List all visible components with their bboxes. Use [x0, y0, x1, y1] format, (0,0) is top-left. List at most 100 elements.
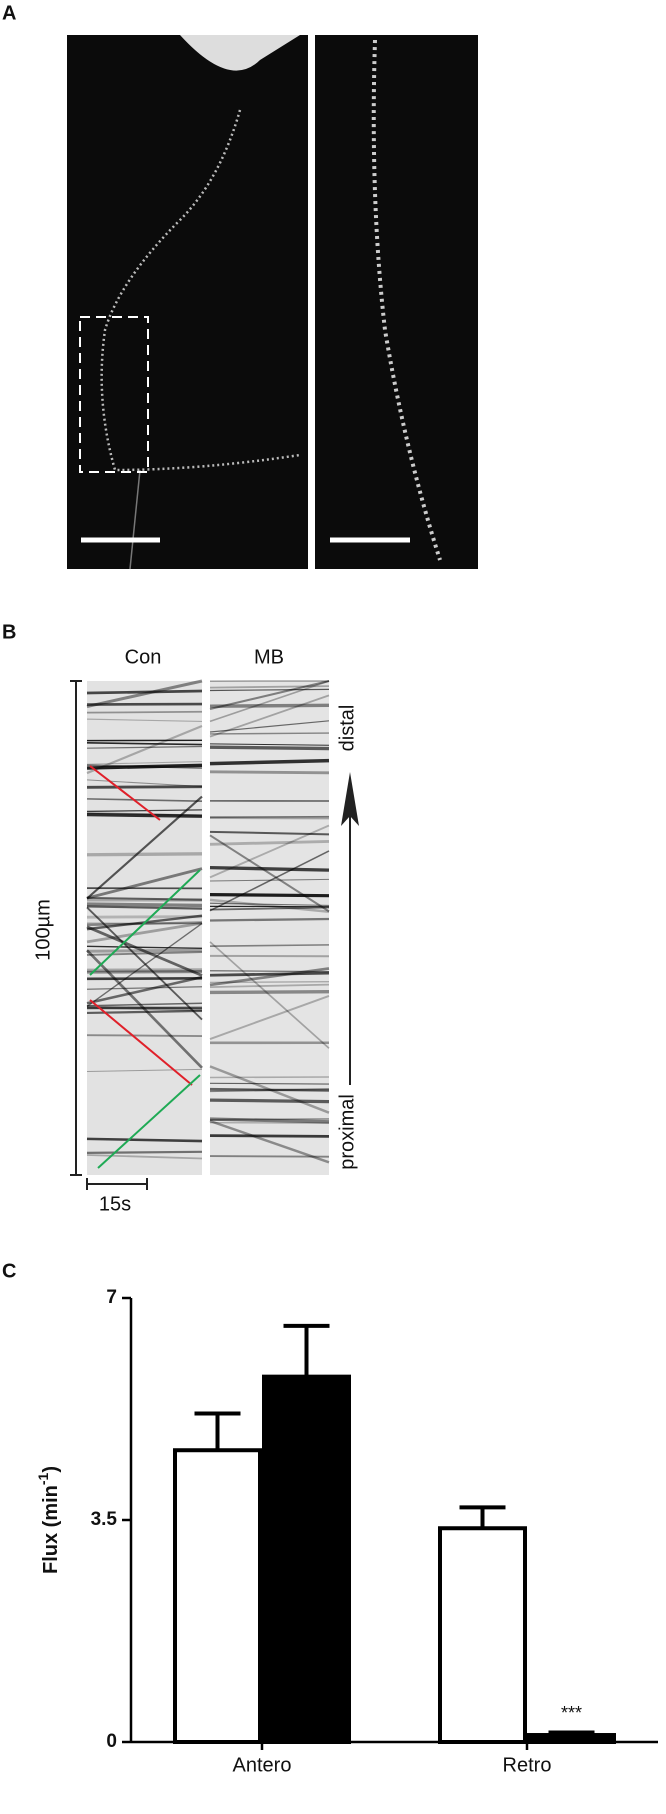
- kymo-moving: [209, 834, 330, 913]
- kymo-moving: [86, 921, 203, 944]
- kymo-moving: [86, 724, 203, 775]
- kymo-stationary: [209, 981, 330, 984]
- kymo-stationary: [86, 902, 203, 908]
- kymo-moving: [209, 732, 330, 735]
- kymo-stationary: [86, 809, 203, 813]
- y-tick-label: 7: [106, 1287, 117, 1308]
- x-tick-label: Antero: [233, 1754, 292, 1776]
- x-tick-label: Retro: [503, 1754, 552, 1776]
- kymo-stationary: [86, 852, 203, 857]
- kymo-stationary: [209, 770, 330, 775]
- neurite: [129, 469, 141, 570]
- kymo-stationary: [86, 1137, 203, 1143]
- trace-antero: [89, 869, 201, 976]
- kymo-stationary: [86, 718, 203, 722]
- kymo-stationary: [86, 986, 203, 990]
- kymo-stationary: [209, 1134, 330, 1138]
- kymo-stationary: [209, 902, 330, 907]
- kymo-stationary: [209, 917, 330, 922]
- kymo-stationary: [209, 743, 330, 746]
- kymo-moving: [86, 922, 203, 1008]
- kymo-stationary: [209, 970, 330, 973]
- trace-retro: [89, 999, 193, 1086]
- kymo-moving: [209, 994, 330, 1041]
- kymo-stationary: [86, 905, 203, 910]
- kymo-stationary: [86, 798, 203, 802]
- kymo-moving: [86, 679, 203, 709]
- kymo-stationary: [86, 741, 203, 746]
- panel-label: B: [2, 621, 16, 643]
- kymo-stationary: [209, 1117, 330, 1124]
- y-axis-title: Flux (min-1): [35, 1466, 63, 1574]
- kymo-stationary: [209, 971, 330, 977]
- kymo-stationary: [209, 816, 330, 820]
- kymo-stationary: [86, 710, 203, 714]
- kymo-stationary: [86, 896, 203, 901]
- kymo-moving: [209, 850, 330, 912]
- kymo-stationary: [86, 745, 203, 749]
- kymo-stationary: [209, 983, 330, 988]
- y-axis-title-text: Flux (min: [40, 1485, 62, 1574]
- panel-label: A: [2, 2, 16, 24]
- panel-label: C: [2, 1260, 16, 1282]
- bar: [438, 1526, 527, 1745]
- kymo-stationary: [209, 758, 330, 766]
- kymo-stationary: [86, 812, 203, 818]
- bar: [262, 1374, 351, 1745]
- significance: ***: [561, 1703, 582, 1723]
- kymo-stationary: [209, 685, 330, 689]
- kymo-moving: [209, 941, 330, 1049]
- y-axis-title-sup: -1: [35, 1472, 51, 1485]
- kymo-moving: [86, 975, 203, 1005]
- kymo-stationary: [209, 1076, 330, 1079]
- cell-body: [180, 35, 300, 71]
- bar: [527, 1733, 616, 1744]
- kymograph-title: Con: [125, 646, 162, 668]
- kymo-moving: [86, 925, 203, 977]
- kymo-stationary: [209, 1155, 330, 1158]
- kymo-moving: [86, 949, 203, 1069]
- y-tick-label: 3.5: [91, 1509, 118, 1530]
- kymo-moving: [86, 867, 203, 900]
- kymo-moving: [209, 680, 330, 723]
- y-axis-title-end: ): [40, 1466, 62, 1473]
- trace-antero: [97, 1074, 201, 1169]
- kymo-moving: [209, 1065, 330, 1114]
- kymo-stationary: [86, 1034, 203, 1037]
- kymo-stationary: [209, 1087, 330, 1092]
- kymographs: [86, 679, 330, 1175]
- kymo-stationary: [209, 865, 330, 872]
- kymo-stationary: [209, 840, 330, 846]
- kymo-stationary: [209, 893, 330, 898]
- kymo-stationary: [86, 702, 203, 706]
- kymo-moving: [209, 720, 330, 733]
- kymo-stationary: [209, 1098, 330, 1104]
- arrow-head: [341, 772, 359, 826]
- kymo-stationary: [86, 1150, 203, 1154]
- kymo-stationary: [86, 951, 203, 956]
- kymo-stationary: [86, 785, 203, 789]
- kymo-moving: [86, 779, 203, 788]
- kymo-stationary: [86, 945, 203, 949]
- kymo-stationary: [209, 1118, 330, 1121]
- neurite: [371, 39, 442, 561]
- kymo-stationary: [209, 989, 330, 995]
- kymo-stationary: [86, 764, 203, 769]
- kymo-stationary: [209, 944, 330, 947]
- trace-retro: [89, 765, 161, 821]
- direction-label: distal: [336, 705, 358, 752]
- kymo-moving: [209, 1119, 330, 1164]
- kymo-stationary: [209, 1082, 330, 1085]
- kymo-stationary: [86, 689, 203, 695]
- kymo-moving: [209, 824, 330, 879]
- kymo-stationary: [209, 906, 330, 911]
- neurite: [100, 109, 301, 472]
- bar: [173, 1448, 262, 1744]
- kymograph-title: MB: [254, 646, 284, 668]
- y-tick-label: 0: [106, 1731, 117, 1752]
- kymo-stationary: [209, 703, 330, 708]
- length-scale-label: 100µm: [32, 899, 54, 961]
- kymo-stationary: [209, 830, 330, 836]
- kymo-moving: [86, 795, 203, 900]
- direction-label: proximal: [336, 1094, 358, 1170]
